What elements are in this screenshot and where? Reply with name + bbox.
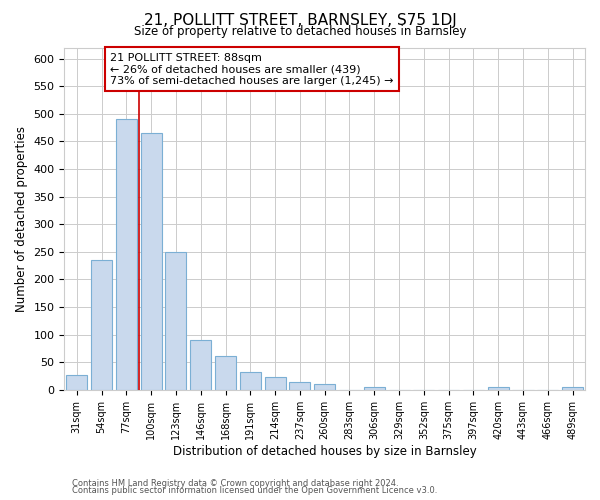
Text: 21 POLLITT STREET: 88sqm
← 26% of detached houses are smaller (439)
73% of semi-: 21 POLLITT STREET: 88sqm ← 26% of detach… xyxy=(110,52,394,86)
Y-axis label: Number of detached properties: Number of detached properties xyxy=(15,126,28,312)
Bar xyxy=(488,387,509,390)
Bar xyxy=(364,387,385,390)
Bar xyxy=(166,252,187,390)
Bar xyxy=(190,340,211,390)
Bar xyxy=(215,356,236,390)
Text: Size of property relative to detached houses in Barnsley: Size of property relative to detached ho… xyxy=(134,25,466,38)
X-axis label: Distribution of detached houses by size in Barnsley: Distribution of detached houses by size … xyxy=(173,444,476,458)
Bar xyxy=(289,382,310,390)
Bar xyxy=(265,376,286,390)
Bar xyxy=(314,384,335,390)
Bar xyxy=(116,120,137,390)
Text: Contains public sector information licensed under the Open Government Licence v3: Contains public sector information licen… xyxy=(72,486,437,495)
Bar xyxy=(240,372,261,390)
Text: 21, POLLITT STREET, BARNSLEY, S75 1DJ: 21, POLLITT STREET, BARNSLEY, S75 1DJ xyxy=(143,12,457,28)
Bar xyxy=(562,387,583,390)
Bar xyxy=(140,133,162,390)
Text: Contains HM Land Registry data © Crown copyright and database right 2024.: Contains HM Land Registry data © Crown c… xyxy=(72,478,398,488)
Bar xyxy=(66,375,88,390)
Bar xyxy=(91,260,112,390)
